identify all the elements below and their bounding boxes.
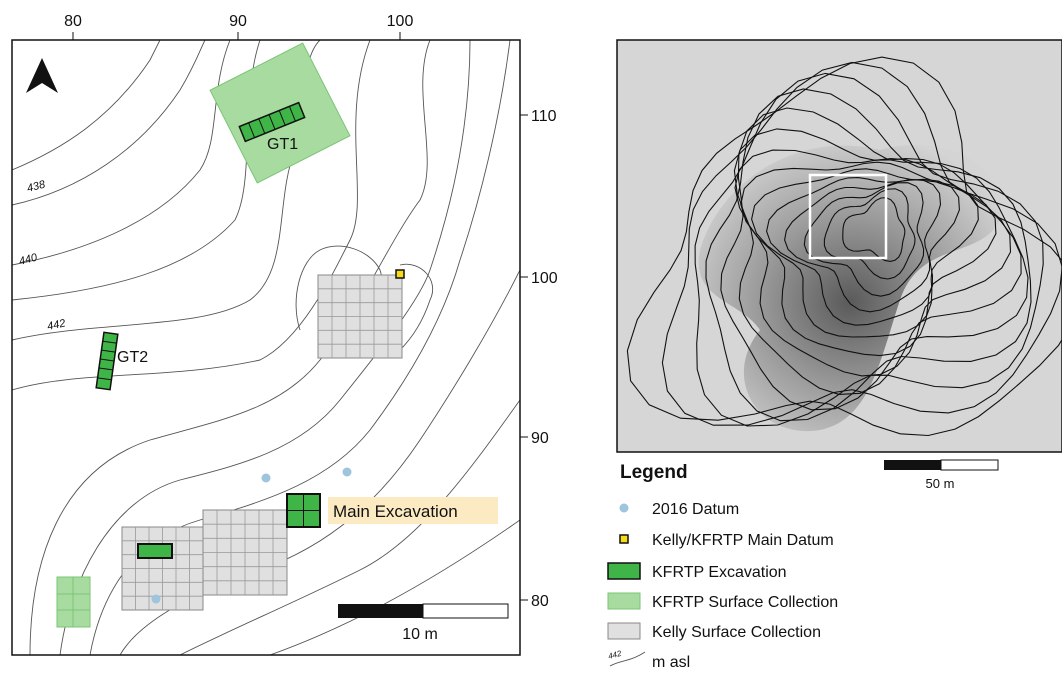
y-tick-label: 110 [531, 108, 557, 125]
main-datum [396, 270, 404, 278]
legend-item: KFRTP Surface Collection [652, 594, 838, 611]
surface-collection-sw [57, 577, 90, 627]
y-tick-label: 80 [531, 593, 549, 610]
legend-title: Legend [620, 462, 688, 483]
legend-contour-sample: 442 [607, 649, 623, 661]
x-tick-label: 90 [229, 13, 247, 30]
scale-bar [941, 460, 998, 470]
y-tick-label: 100 [531, 270, 558, 287]
legend-item: Kelly/KFRTP Main Datum [652, 532, 834, 549]
main-excavation [287, 494, 320, 527]
contour-label: 440 [18, 251, 40, 268]
kelly-surface-collection [122, 275, 402, 610]
y-tick-label: 90 [531, 430, 549, 447]
north-arrow [26, 58, 58, 93]
legend-swatch [608, 593, 640, 609]
legend-item: 2016 Datum [652, 501, 739, 518]
legend-item: KFRTP Excavation [652, 564, 787, 581]
x-tick-label: 100 [387, 13, 414, 30]
datum-2016 [343, 468, 352, 477]
scale-bar [884, 460, 941, 470]
right-map-body [617, 40, 1062, 452]
scale-label: 10 m [402, 626, 438, 643]
gt2-label: GT2 [117, 349, 148, 366]
main-excavation-label: Main Excavation [333, 502, 458, 521]
gt1-label: GT1 [267, 136, 298, 153]
x-tick-label: 80 [64, 13, 82, 30]
legend-item: m asl [652, 654, 690, 671]
legend-swatch [620, 504, 629, 513]
legend-item: Kelly Surface Collection [652, 624, 821, 641]
left-map-body: GT1 GT2 Main Excavation 438 440 442 10 m [12, 40, 520, 655]
scale-bar [423, 604, 508, 618]
legend-swatch [608, 623, 640, 639]
datum-2016 [152, 595, 161, 604]
excavation-sw [138, 544, 172, 558]
page: {"left_map": {"x_ticks": ["80", "90", "1… [0, 0, 1062, 680]
gt2-trench [96, 332, 118, 389]
contour-label: 438 [26, 178, 48, 195]
figure: GT1 GT2 Main Excavation 438 440 442 10 m… [0, 0, 1062, 675]
legend-swatch [608, 563, 640, 579]
scale-bar [338, 604, 423, 618]
datum-2016 [262, 474, 271, 483]
scale-label: 50 m [926, 476, 955, 491]
legend-swatch [620, 535, 628, 543]
contour-label: 442 [46, 317, 66, 333]
